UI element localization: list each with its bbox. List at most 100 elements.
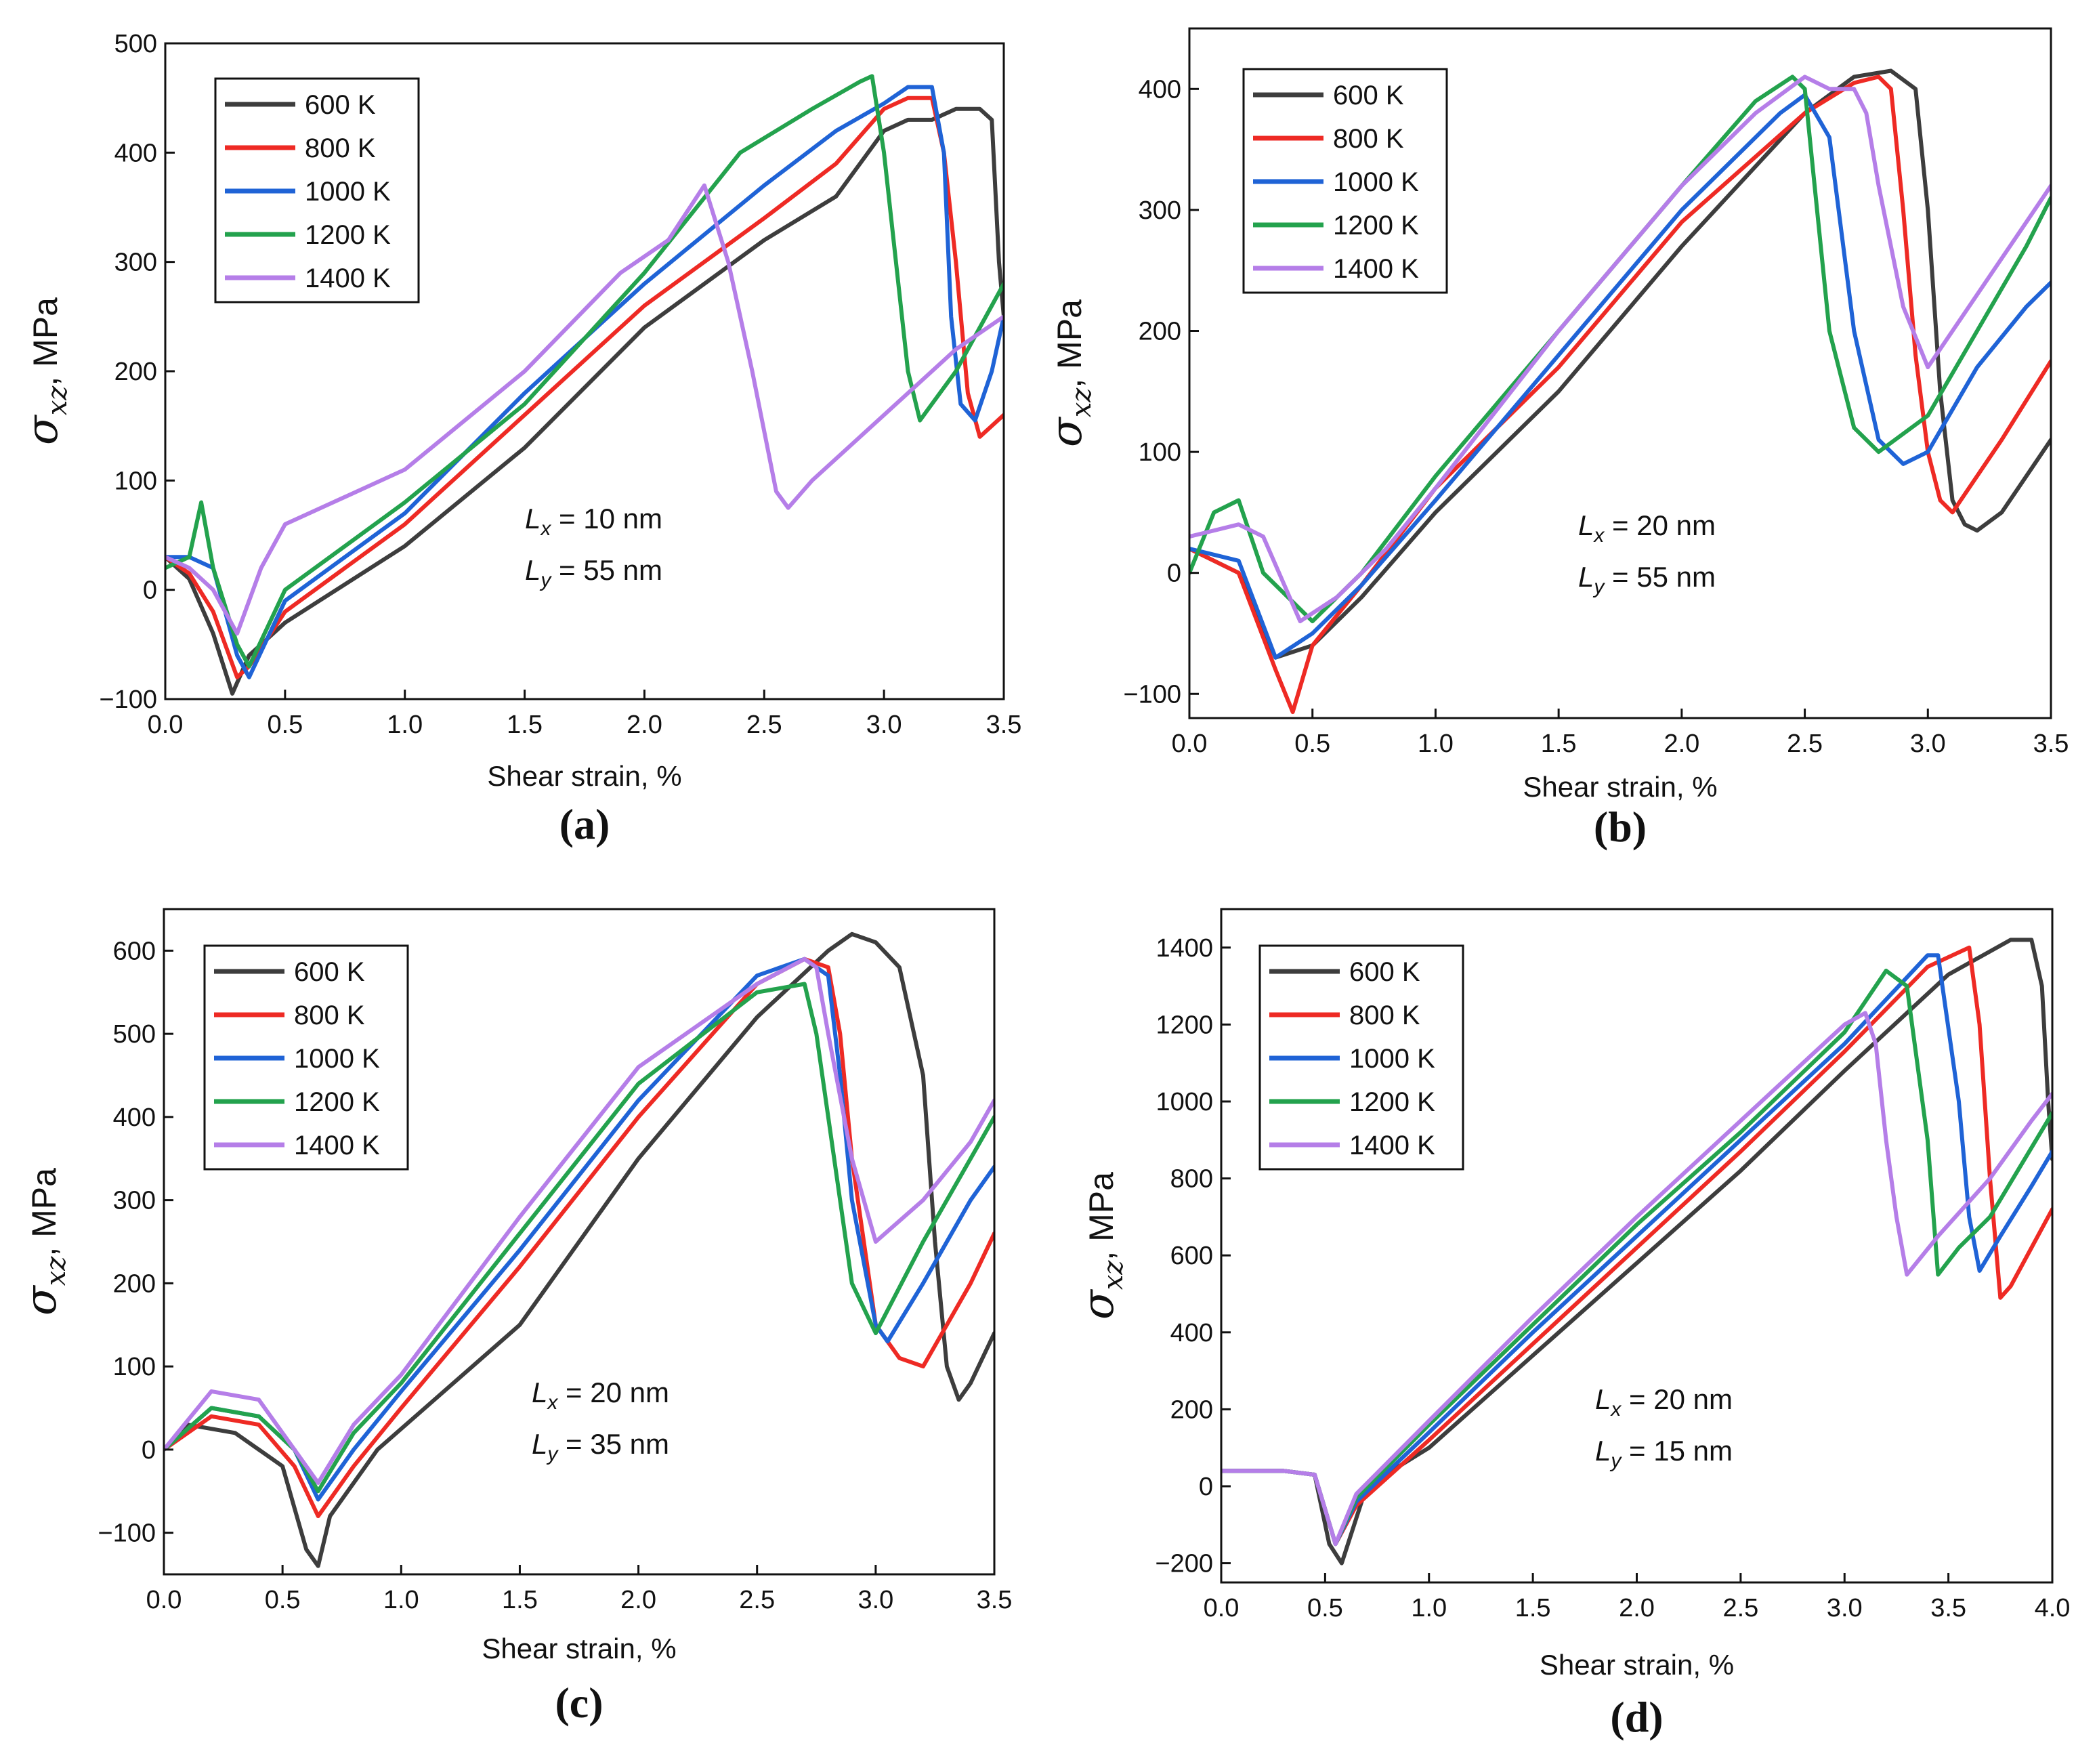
y-tick-label: 400 bbox=[114, 139, 157, 167]
series-line-600k bbox=[164, 931, 994, 1568]
y-tick-label: 500 bbox=[114, 30, 157, 58]
x-tick-label: 1.5 bbox=[1541, 730, 1577, 758]
y-tick-label: 1200 bbox=[1156, 1011, 1213, 1039]
y-tick-label: 300 bbox=[114, 249, 157, 277]
y-tick-label: 300 bbox=[1139, 196, 1181, 225]
series-line-1400k bbox=[165, 183, 1004, 636]
y-tick-label: 500 bbox=[113, 1020, 156, 1049]
y-tick-label: 100 bbox=[114, 467, 157, 495]
x-axis-title: Shear strain, % bbox=[1540, 1649, 1734, 1681]
y-tick-label: 400 bbox=[113, 1104, 156, 1132]
series-line-800k bbox=[1189, 75, 2051, 715]
chart-panel: 0.0 0.5 1.0 1.5 2.0 2.5 3.0 3.5 4.0 −200 0 200 400 60… bbox=[1074, 908, 2070, 1741]
series-line-1400k bbox=[1189, 75, 2051, 624]
y-tick-label: 200 bbox=[113, 1269, 156, 1298]
y-axis-title: σxz, MPa bbox=[1074, 1172, 1129, 1320]
y-axis-unit: , MPa bbox=[26, 297, 64, 386]
y-tick-label: 200 bbox=[1139, 317, 1181, 345]
y-axis-title: σxz, MPa bbox=[16, 1168, 72, 1316]
x-tick-label: 3.5 bbox=[986, 711, 1022, 739]
x-tick-label: 1.5 bbox=[502, 1586, 538, 1614]
legend-label: 1000 K bbox=[294, 1044, 380, 1074]
annotation-subscript: x bbox=[546, 1391, 558, 1414]
x-tick-label: 0.5 bbox=[1307, 1594, 1343, 1622]
dimension-annotation: Ly = 35 nm bbox=[532, 1428, 669, 1465]
y-tick-label: 1400 bbox=[1156, 934, 1213, 963]
chart-panel: 0.0 0.5 1.0 1.5 2.0 2.5 3.0 3.5 −100 0 100 200 300 40… bbox=[18, 30, 1021, 848]
legend-label: 600 K bbox=[1349, 957, 1420, 987]
y-axis-symbol: σ bbox=[18, 414, 68, 445]
y-tick-label: 600 bbox=[113, 937, 156, 965]
y-axis-subscript: xz bbox=[1098, 1260, 1129, 1290]
dimension-annotation: Lx = 20 nm bbox=[1578, 509, 1716, 547]
annotation-subscript: y bbox=[546, 1443, 559, 1465]
y-tick-label: 0 bbox=[1167, 560, 1181, 588]
x-tick-label: 2.5 bbox=[1722, 1594, 1758, 1622]
legend-label: 1200 K bbox=[1333, 211, 1419, 240]
legend-label: 1400 K bbox=[1333, 254, 1419, 284]
x-tick-label: 0.0 bbox=[146, 1586, 182, 1614]
x-tick-label: 2.5 bbox=[1787, 730, 1823, 758]
y-axis-title: σxz, MPa bbox=[18, 297, 73, 445]
legend-label: 1400 K bbox=[294, 1131, 380, 1160]
annotation-subscript: y bbox=[539, 569, 552, 591]
x-tick-label: 3.0 bbox=[1827, 1594, 1863, 1622]
series-line-1200k bbox=[1189, 75, 2051, 624]
annotation-value: = 35 nm bbox=[557, 1428, 669, 1460]
annotation-variable: L bbox=[1595, 1383, 1611, 1415]
x-tick-label: 3.0 bbox=[1910, 730, 1946, 758]
x-tick-label: 2.5 bbox=[739, 1586, 775, 1614]
x-tick-label: 1.0 bbox=[1418, 730, 1454, 758]
x-tick-label: 3.0 bbox=[857, 1586, 893, 1614]
legend-label: 1400 K bbox=[1349, 1131, 1435, 1160]
y-axis-subscript: xz bbox=[1066, 387, 1097, 418]
panel-label: (d) bbox=[1610, 1693, 1663, 1741]
legend: 600 K 800 K 1000 K 1200 K 1400 K bbox=[1242, 68, 1448, 294]
annotation-value: = 10 nm bbox=[551, 503, 662, 534]
chart-panel: 0.0 0.5 1.0 1.5 2.0 2.5 3.0 3.5 −100 0 100 200 300 40… bbox=[16, 908, 1012, 1727]
series-line-600k bbox=[165, 106, 1004, 696]
x-tick-label: 0.0 bbox=[1204, 1594, 1240, 1622]
series-line-1200k bbox=[165, 74, 1004, 669]
x-tick-label: 1.0 bbox=[387, 711, 423, 739]
series-line-1400k bbox=[1221, 1011, 2052, 1547]
legend-label: 800 K bbox=[1333, 124, 1404, 154]
x-tick-label: 2.0 bbox=[620, 1586, 656, 1614]
legend-label: 1400 K bbox=[305, 264, 391, 293]
legend-label: 1200 K bbox=[294, 1087, 380, 1117]
panel-label: (c) bbox=[555, 1679, 603, 1727]
y-axis-symbol: σ bbox=[16, 1284, 66, 1316]
legend-label: 800 K bbox=[1349, 1001, 1420, 1030]
y-tick-label: 400 bbox=[1139, 75, 1181, 104]
legend: 600 K 800 K 1000 K 1200 K 1400 K bbox=[214, 77, 420, 303]
annotation-subscript: x bbox=[539, 518, 551, 540]
legend-label: 600 K bbox=[305, 90, 376, 120]
y-tick-label: 300 bbox=[113, 1187, 156, 1215]
y-tick-label: 0 bbox=[143, 576, 157, 605]
annotation-value: = 15 nm bbox=[1621, 1435, 1733, 1467]
annotation-subscript: y bbox=[1609, 1450, 1622, 1472]
x-tick-label: 1.0 bbox=[383, 1586, 419, 1614]
x-tick-label: 1.5 bbox=[507, 711, 543, 739]
x-tick-label: 0.5 bbox=[1294, 730, 1330, 758]
y-axis-title: σxz, MPa bbox=[1042, 299, 1097, 447]
legend-label: 1000 K bbox=[1333, 167, 1419, 197]
y-tick-label: 200 bbox=[1170, 1395, 1213, 1424]
annotation-value: = 55 nm bbox=[551, 554, 662, 586]
annotation-subscript: y bbox=[1592, 576, 1605, 598]
plot-frame bbox=[1188, 27, 2052, 719]
legend-label: 1000 K bbox=[1349, 1044, 1435, 1074]
x-tick-label: 3.5 bbox=[1930, 1594, 1966, 1622]
y-tick-label: 0 bbox=[142, 1436, 156, 1465]
legend-label: 600 K bbox=[1333, 81, 1404, 110]
annotation-subscript: x bbox=[1592, 524, 1605, 547]
dimension-annotation: Ly = 55 nm bbox=[525, 554, 662, 591]
x-tick-label: 2.5 bbox=[746, 711, 782, 739]
y-tick-label: 100 bbox=[1139, 438, 1181, 467]
y-axis-subscript: xz bbox=[42, 385, 73, 416]
x-axis-title: Shear strain, % bbox=[487, 760, 681, 792]
annotation-variable: L bbox=[1578, 561, 1594, 593]
legend: 600 K 800 K 1000 K 1200 K 1400 K bbox=[1258, 944, 1464, 1171]
annotation-value: = 55 nm bbox=[1604, 561, 1716, 593]
x-tick-label: 0.5 bbox=[267, 711, 303, 739]
